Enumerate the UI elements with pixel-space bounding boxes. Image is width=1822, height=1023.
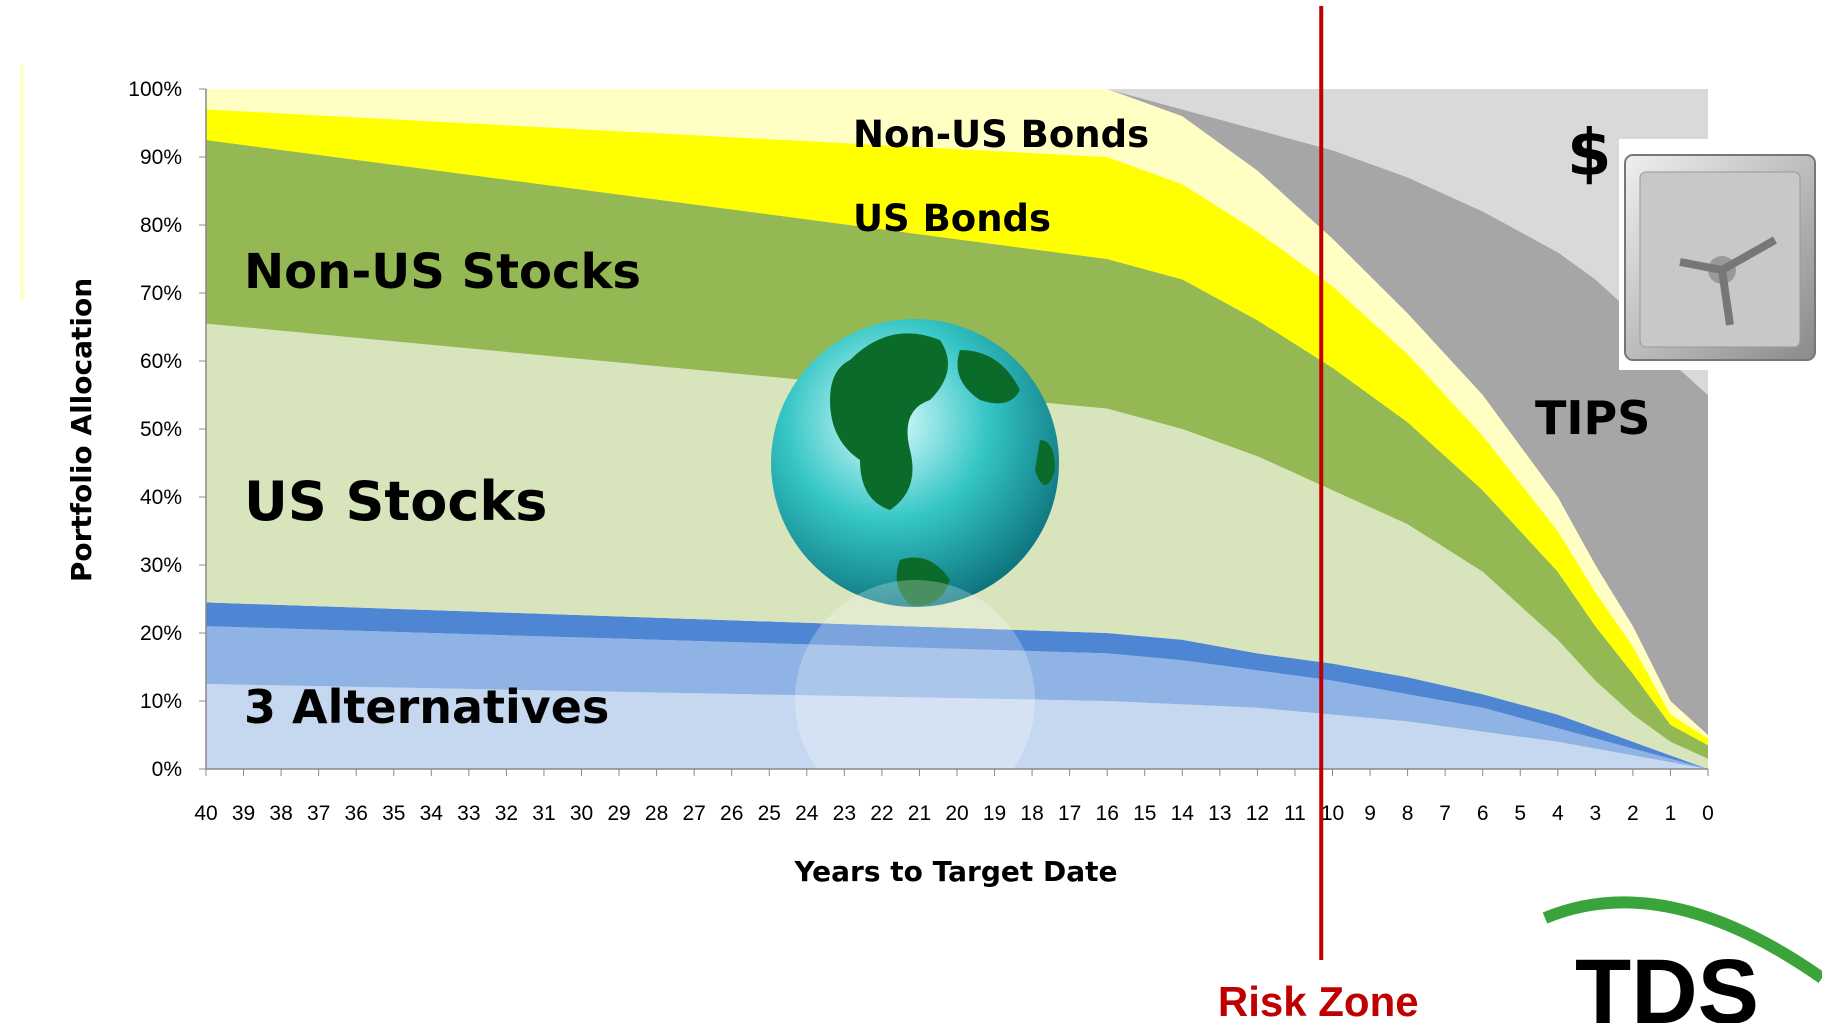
y-tick-label: 10% bbox=[140, 690, 182, 713]
x-tick-label: 8 bbox=[1402, 802, 1414, 825]
x-tick-label: 6 bbox=[1477, 802, 1489, 825]
y-tick-label: 90% bbox=[140, 146, 182, 169]
x-tick-label: 33 bbox=[457, 802, 480, 825]
series-label: Non-US Bonds bbox=[853, 113, 1149, 156]
x-tick-label: 17 bbox=[1058, 802, 1081, 825]
risk-label: Risk Zone bbox=[1218, 978, 1419, 1023]
x-tick-label: 30 bbox=[570, 802, 593, 825]
area bbox=[206, 626, 1708, 769]
x-tick-label: 9 bbox=[1364, 802, 1376, 825]
logo-text: TDS bbox=[1575, 941, 1759, 1023]
x-tick-label: 24 bbox=[795, 802, 819, 825]
y-tick-label: 0% bbox=[152, 758, 182, 781]
x-tick-label: 26 bbox=[720, 802, 743, 825]
y-tick-label: 60% bbox=[140, 350, 182, 373]
x-tick-label: 21 bbox=[908, 802, 931, 825]
x-tick-label: 40 bbox=[194, 802, 217, 825]
x-tick-label: 34 bbox=[420, 802, 444, 825]
y-tick-label: 80% bbox=[140, 214, 182, 237]
area bbox=[206, 89, 1708, 739]
y-tick-label: 30% bbox=[140, 554, 182, 577]
x-tick-label: 14 bbox=[1171, 802, 1195, 825]
x-tick-label: 2 bbox=[1627, 802, 1639, 825]
x-tick-label: 36 bbox=[345, 802, 368, 825]
y-tick-label: 40% bbox=[140, 486, 182, 509]
x-tick-label: 1 bbox=[1665, 802, 1677, 825]
x-tick-label: 29 bbox=[607, 802, 630, 825]
x-tick-label: 7 bbox=[1439, 802, 1451, 825]
x-tick-label: 13 bbox=[1208, 802, 1231, 825]
safe-icon bbox=[1619, 139, 1822, 370]
x-tick-label: 28 bbox=[645, 802, 668, 825]
series-label: US Bonds bbox=[853, 197, 1051, 240]
series-label: $ bbox=[1567, 117, 1612, 191]
y-tick-label: 100% bbox=[128, 78, 182, 101]
x-tick-label: 27 bbox=[682, 802, 705, 825]
logo: TDS bbox=[1542, 896, 1822, 1023]
y-tick-label: 50% bbox=[140, 418, 182, 441]
y-tick-label: 20% bbox=[140, 622, 182, 645]
series-label: TIPS bbox=[1535, 391, 1650, 445]
globe bbox=[771, 319, 1059, 820]
x-tick-label: 12 bbox=[1246, 802, 1269, 825]
annotation: 3 Alternatives bbox=[244, 680, 609, 734]
area bbox=[206, 140, 1708, 759]
x-tick-label: 10 bbox=[1321, 802, 1344, 825]
x-tick-label: 5 bbox=[1514, 802, 1526, 825]
x-tick-label: 4 bbox=[1552, 802, 1564, 825]
area bbox=[206, 602, 1708, 769]
x-tick-label: 16 bbox=[1096, 802, 1119, 825]
x-tick-label: 11 bbox=[1284, 802, 1306, 825]
x-axis-title: Years to Target Date bbox=[793, 855, 1117, 888]
area bbox=[206, 684, 1708, 769]
y-tick-label: 70% bbox=[140, 282, 182, 305]
x-tick-label: 22 bbox=[870, 802, 893, 825]
x-tick-label: 15 bbox=[1133, 802, 1156, 825]
series-label: US Stocks bbox=[244, 470, 547, 533]
y-axis-title: Portfolio Allocation bbox=[65, 278, 98, 582]
x-tick-label: 20 bbox=[945, 802, 968, 825]
x-tick-label: 39 bbox=[232, 802, 255, 825]
area bbox=[206, 109, 1708, 746]
x-tick-label: 38 bbox=[269, 802, 292, 825]
x-tick-label: 19 bbox=[983, 802, 1006, 825]
x-tick-label: 35 bbox=[382, 802, 405, 825]
x-tick-label: 32 bbox=[495, 802, 518, 825]
x-tick-label: 25 bbox=[758, 802, 781, 825]
x-tick-label: 3 bbox=[1590, 802, 1602, 825]
x-tick-label: 37 bbox=[307, 802, 330, 825]
area bbox=[206, 89, 1708, 395]
x-tick-label: 18 bbox=[1020, 802, 1043, 825]
x-tick-label: 23 bbox=[833, 802, 856, 825]
x-tick-label: 31 bbox=[532, 802, 555, 825]
series-label: Non-US Stocks bbox=[244, 244, 641, 300]
x-tick-label: 0 bbox=[1702, 802, 1714, 825]
